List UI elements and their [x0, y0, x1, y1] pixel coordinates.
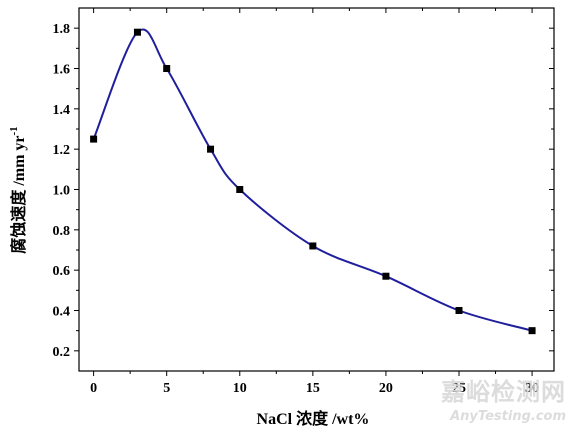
x-tick-label: 5 [163, 381, 170, 396]
x-tick-label: 30 [525, 381, 539, 396]
data-point [382, 272, 390, 280]
data-point [455, 307, 463, 314]
data-point [528, 327, 536, 335]
x-tick-label: 0 [90, 381, 97, 396]
data-point [133, 28, 141, 36]
axes [78, 7, 555, 372]
x-tick-label: 15 [306, 381, 320, 396]
data-point [207, 145, 215, 153]
y-tick-label: 1.4 [53, 103, 71, 118]
y-tick-label: 0.4 [53, 305, 71, 320]
y-axis-title-superscript: -1 [8, 126, 20, 135]
ticks: 0 5 10 15 20 25 30 0.2 0.4 0.6 0.8 1.0 1.2 1.4 1.6 1.8 [53, 8, 554, 396]
data-point [309, 242, 317, 250]
y-tick-label: 1.2 [53, 143, 71, 158]
y-tick-label: 1.0 [53, 184, 71, 199]
data-point [236, 186, 244, 193]
y-tick-label: 1.6 [53, 63, 71, 78]
series-line [92, 28, 533, 332]
watermark-cn: 嘉峪检测网 [441, 378, 566, 406]
data-point [163, 65, 171, 72]
y-tick-label: 0.2 [53, 345, 71, 360]
watermark: 嘉峪检测网 AnyTesting.com [441, 378, 566, 424]
x-tick-label: 20 [379, 381, 393, 396]
y-tick-label: 1.8 [53, 22, 71, 37]
y-axis-title-group: 腐蚀速度 /mm yr-1 [8, 126, 28, 253]
plot-area [90, 28, 536, 335]
x-tick-label: 10 [233, 381, 247, 396]
y-tick-label: 0.6 [53, 264, 71, 279]
data-point [90, 135, 98, 143]
plot-frame [78, 7, 555, 372]
x-tick-label: 25 [452, 381, 466, 396]
y-tick-label: 0.8 [53, 224, 71, 239]
x-axis-title: NaCl 浓度 /wt% [257, 409, 370, 428]
y-axis-title: 腐蚀速度 /mm yr-1 [8, 126, 28, 253]
watermark-en: AnyTesting.com [449, 409, 566, 424]
